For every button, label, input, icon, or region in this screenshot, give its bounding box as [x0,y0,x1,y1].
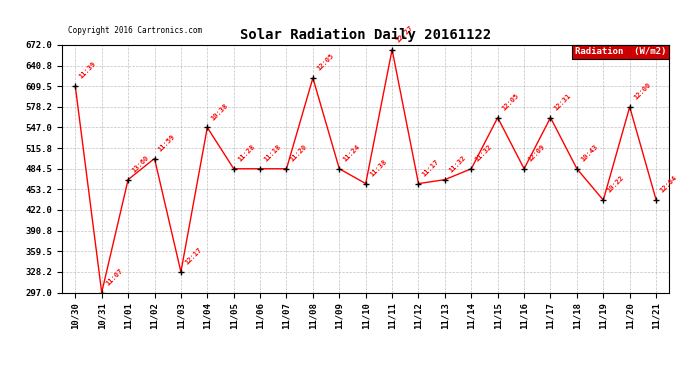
Text: 11:38: 11:38 [368,158,388,177]
Text: 12:05: 12:05 [500,92,520,111]
Text: 11:39: 11:39 [78,61,97,80]
Text: 10:43: 10:43 [580,143,599,162]
Text: 12:17: 12:17 [184,246,203,266]
Text: 12:27: 12:27 [395,24,414,44]
Text: 11:17: 11:17 [421,158,440,177]
Text: Copyright 2016 Cartronics.com: Copyright 2016 Cartronics.com [68,26,202,35]
Text: 11:32: 11:32 [448,154,467,174]
Text: Radiation  (W/m2): Radiation (W/m2) [575,48,667,57]
Text: 10:38: 10:38 [210,102,229,121]
Text: 11:28: 11:28 [237,143,255,162]
Text: 12:04: 12:04 [659,174,678,194]
Text: 10:22: 10:22 [606,175,625,194]
Text: 11:07: 11:07 [104,267,124,286]
Text: 11:32: 11:32 [474,143,493,162]
Text: 12:09: 12:09 [526,143,546,162]
Text: 13:60: 13:60 [130,154,150,174]
Text: 12:05: 12:05 [315,53,335,72]
Text: 11:24: 11:24 [342,143,361,162]
Text: 11:59: 11:59 [157,133,177,152]
Text: 11:20: 11:20 [289,143,308,162]
Text: 12:00: 12:00 [632,81,651,101]
Text: 12:31: 12:31 [553,92,573,111]
Title: Solar Radiation Daily 20161122: Solar Radiation Daily 20161122 [240,28,491,42]
Text: 11:18: 11:18 [263,143,282,162]
